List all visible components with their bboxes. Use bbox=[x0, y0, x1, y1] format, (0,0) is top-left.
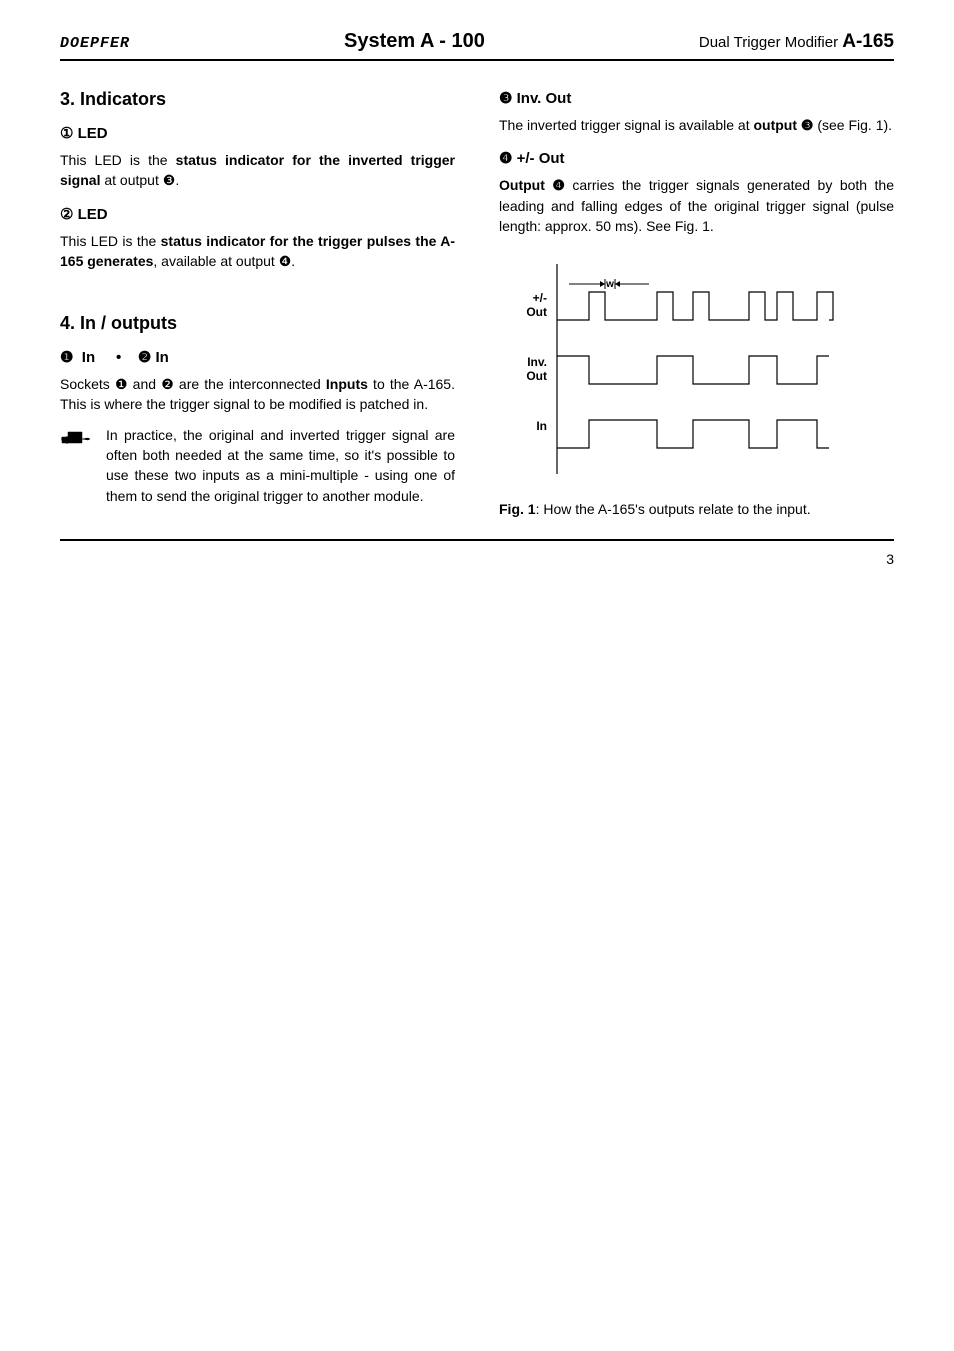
tip-block: In practice, the original and inverted t… bbox=[60, 425, 455, 506]
pmout-heading-text: +/- Out bbox=[512, 150, 564, 167]
section-io-title: 4. In / outputs bbox=[60, 313, 455, 334]
led2-body: This LED is the status indicator for the… bbox=[60, 231, 455, 272]
circled-4-icon: ❹ bbox=[279, 251, 292, 271]
pmout-heading: ❹ +/- Out bbox=[499, 149, 894, 167]
inout-mid: and bbox=[128, 376, 162, 392]
content-columns: 3. Indicators ① LED This LED is the stat… bbox=[60, 83, 894, 517]
inout-bold: Inputs bbox=[326, 376, 368, 392]
invout-post: (see Fig. 1). bbox=[813, 117, 892, 133]
fig-caption-rest: : How the A-165's outputs relate to the … bbox=[536, 501, 811, 517]
inout-body: Sockets ❶ and ❷ are the interconnected I… bbox=[60, 374, 455, 415]
vertical-spacer bbox=[60, 281, 455, 307]
section-indicators-title: 3. Indicators bbox=[60, 89, 455, 110]
svg-text:In: In bbox=[536, 419, 547, 433]
circled-3b-icon: ❸ bbox=[499, 89, 512, 107]
brand-text: DOEPFER bbox=[60, 35, 130, 52]
circled-1b-icon: ❶ bbox=[60, 348, 73, 366]
circled-2b-icon: ❷ bbox=[138, 348, 151, 366]
led2-pre: This LED is the bbox=[60, 233, 161, 249]
left-column: 3. Indicators ① LED This LED is the stat… bbox=[60, 83, 455, 517]
invout-pre: The inverted trigger signal is available… bbox=[499, 117, 753, 133]
pmout-pre: Output bbox=[499, 177, 552, 193]
circled-2-icon: ② bbox=[60, 205, 73, 223]
circled-3-icon: ❸ bbox=[163, 170, 176, 190]
circled-1-icon: ① bbox=[60, 124, 73, 142]
module-title: Dual Trigger Modifier A-165 bbox=[699, 31, 894, 53]
module-code: A-165 bbox=[842, 31, 894, 52]
page-number: 3 bbox=[886, 551, 894, 567]
invout-body: The inverted trigger signal is available… bbox=[499, 115, 894, 135]
led1-body: This LED is the status indicator for the… bbox=[60, 150, 455, 191]
led2-heading-text: LED bbox=[73, 206, 107, 223]
pmout-body: Output ❹ carries the trigger signals gen… bbox=[499, 175, 894, 236]
circled-3c-icon: ❸ bbox=[801, 115, 814, 135]
led1-pre: This LED is the bbox=[60, 152, 176, 168]
led1-end: . bbox=[175, 172, 179, 188]
led2-end: . bbox=[291, 253, 295, 269]
right-column: ❸ Inv. Out The inverted trigger signal i… bbox=[499, 83, 894, 517]
page-footer: 3 bbox=[60, 539, 894, 567]
led1-heading: ① LED bbox=[60, 124, 455, 142]
circled-1c-icon: ❶ bbox=[115, 374, 128, 394]
inout-head-t1: In • bbox=[73, 349, 137, 366]
invout-heading: ❸ Inv. Out bbox=[499, 89, 894, 107]
figure-caption: Fig. 1: How the A-165's outputs relate t… bbox=[499, 501, 894, 517]
led2-post: , available at output bbox=[153, 253, 278, 269]
circled-4c-icon: ❹ bbox=[552, 175, 565, 195]
svg-text:Inv.Out: Inv.Out bbox=[526, 355, 547, 383]
figure-1: +/-Out Inv.Out In w bbox=[499, 254, 894, 487]
invout-heading-text: Inv. Out bbox=[512, 90, 571, 107]
invout-bold: output ❸ bbox=[753, 117, 813, 133]
inout-pre: Sockets bbox=[60, 376, 115, 392]
svg-text:w: w bbox=[605, 279, 614, 290]
timing-diagram: +/-Out Inv.Out In w bbox=[499, 254, 839, 484]
circled-2c-icon: ❷ bbox=[161, 374, 174, 394]
inout-post1: are the interconnected bbox=[174, 376, 326, 392]
fig-caption-bold: Fig. 1 bbox=[499, 501, 536, 517]
page-header: DOEPFER System A - 100 Dual Trigger Modi… bbox=[60, 30, 894, 61]
module-desc: Dual Trigger Modifier bbox=[699, 34, 842, 51]
circled-4b-icon: ❹ bbox=[499, 149, 512, 167]
inout-head-t2: In bbox=[151, 349, 169, 366]
led1-post: at output bbox=[100, 172, 162, 188]
hand-pointer-icon bbox=[60, 425, 92, 506]
system-title: System A - 100 bbox=[344, 30, 485, 53]
led1-heading-text: LED bbox=[73, 125, 107, 142]
svg-text:+/-Out: +/-Out bbox=[526, 291, 547, 319]
tip-text: In practice, the original and inverted t… bbox=[106, 425, 455, 506]
inout-heading: ❶ In • ❷ In bbox=[60, 348, 455, 366]
led2-heading: ② LED bbox=[60, 205, 455, 223]
invout-bold-t: output bbox=[753, 117, 800, 133]
